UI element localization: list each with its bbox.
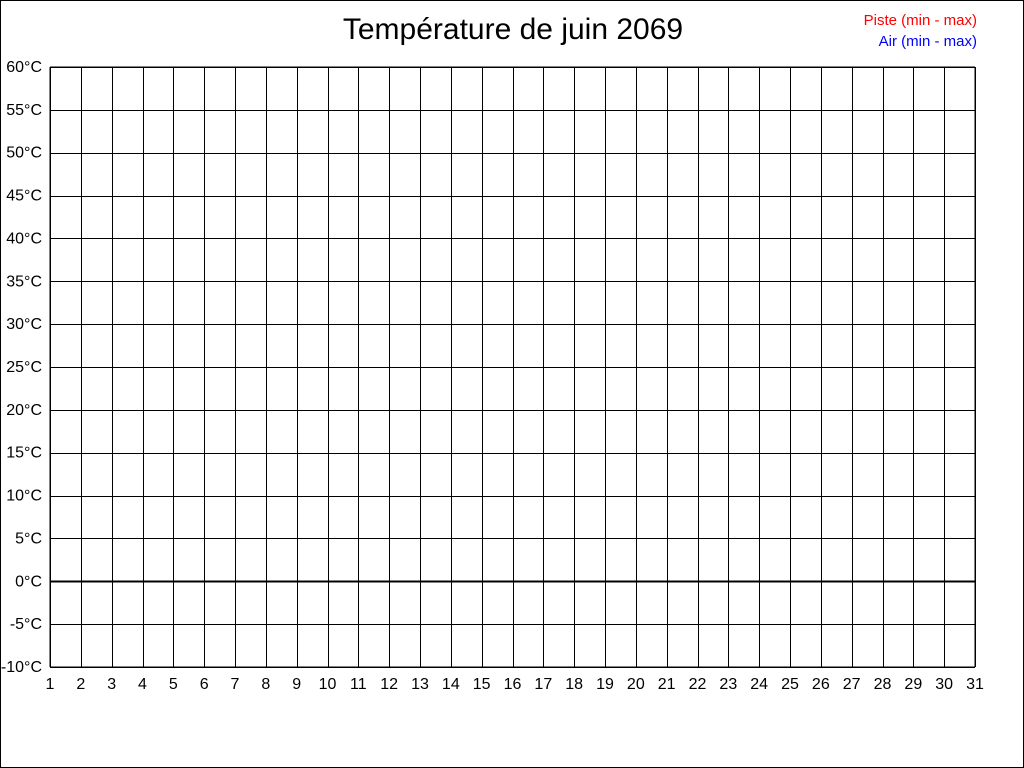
svg-text:-10°C: -10°C <box>1 659 42 676</box>
svg-text:13: 13 <box>411 676 429 693</box>
svg-text:-5°C: -5°C <box>10 616 42 633</box>
svg-text:50°C: 50°C <box>6 145 42 162</box>
svg-text:18: 18 <box>565 676 583 693</box>
svg-text:14: 14 <box>442 676 460 693</box>
svg-text:5: 5 <box>169 676 178 693</box>
svg-text:24: 24 <box>750 676 768 693</box>
svg-text:15: 15 <box>473 676 491 693</box>
svg-text:28: 28 <box>874 676 892 693</box>
svg-text:20°C: 20°C <box>6 402 42 419</box>
svg-text:30: 30 <box>935 676 953 693</box>
svg-text:27: 27 <box>843 676 861 693</box>
svg-text:40°C: 40°C <box>6 230 42 247</box>
svg-text:26: 26 <box>812 676 830 693</box>
svg-text:5°C: 5°C <box>15 530 42 547</box>
svg-text:22: 22 <box>689 676 707 693</box>
svg-text:12: 12 <box>380 676 398 693</box>
svg-text:25: 25 <box>781 676 799 693</box>
svg-text:55°C: 55°C <box>6 102 42 119</box>
svg-text:10: 10 <box>319 676 337 693</box>
svg-text:23: 23 <box>719 676 737 693</box>
svg-text:9: 9 <box>292 676 301 693</box>
svg-text:31: 31 <box>966 676 984 693</box>
svg-text:4: 4 <box>138 676 147 693</box>
svg-text:1: 1 <box>46 676 55 693</box>
svg-text:2: 2 <box>76 676 85 693</box>
svg-text:16: 16 <box>504 676 522 693</box>
svg-text:11: 11 <box>350 676 367 693</box>
svg-text:7: 7 <box>231 676 240 693</box>
svg-text:8: 8 <box>261 676 270 693</box>
svg-text:30°C: 30°C <box>6 316 42 333</box>
svg-text:0°C: 0°C <box>15 573 42 590</box>
svg-text:29: 29 <box>904 676 922 693</box>
svg-text:21: 21 <box>658 676 676 693</box>
svg-text:19: 19 <box>596 676 614 693</box>
svg-text:45°C: 45°C <box>6 188 42 205</box>
svg-text:10°C: 10°C <box>6 488 42 505</box>
svg-text:35°C: 35°C <box>6 273 42 290</box>
svg-text:17: 17 <box>534 676 552 693</box>
svg-text:20: 20 <box>627 676 645 693</box>
svg-text:25°C: 25°C <box>6 359 42 376</box>
svg-text:6: 6 <box>200 676 209 693</box>
svg-text:60°C: 60°C <box>6 59 42 76</box>
svg-text:3: 3 <box>107 676 116 693</box>
svg-text:15°C: 15°C <box>6 445 42 462</box>
